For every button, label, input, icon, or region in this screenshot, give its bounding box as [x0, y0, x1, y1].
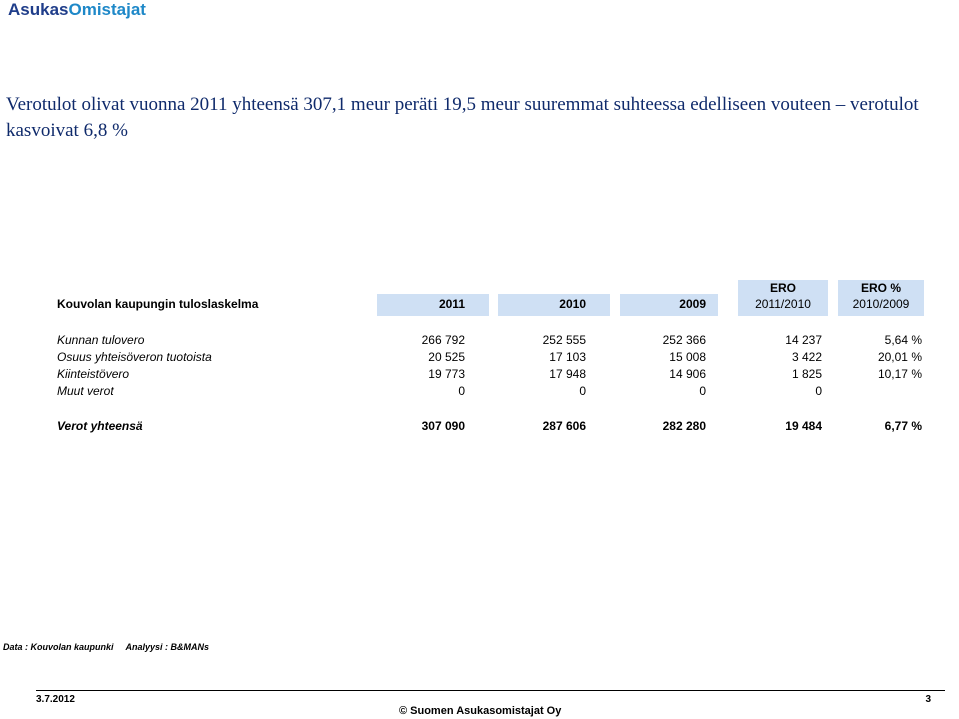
total-ero-pct: 6,77 %	[884, 419, 922, 433]
cell-2009: 14 906	[669, 367, 706, 381]
header-band-2011	[377, 294, 489, 316]
total-2010: 287 606	[542, 419, 586, 433]
cell-ero: 3 422	[791, 350, 822, 364]
footer-date: 3.7.2012	[36, 694, 75, 705]
cell-2011: 19 773	[428, 367, 465, 381]
row-label: Kiinteistövero	[57, 367, 130, 381]
total-2011: 307 090	[421, 419, 465, 433]
header-band-ero	[738, 280, 828, 316]
footer-divider	[36, 690, 945, 691]
cell-2011: 20 525	[428, 350, 465, 364]
source-data: Data : Kouvolan kaupunki	[3, 642, 114, 652]
header-band-2010	[498, 294, 610, 316]
row-label: Osuus yhteisöveron tuotoista	[57, 350, 212, 364]
cell-2011: 266 792	[421, 333, 465, 347]
column-header-2009: 2009	[679, 297, 706, 311]
source-analysis: Analyysi : B&MANs	[125, 642, 210, 652]
column-header-2010: 2010	[559, 297, 586, 311]
row-label: Muut verot	[57, 384, 114, 398]
page-number: 3	[925, 694, 931, 705]
column-subheader-ero-pct: 2010/2009	[852, 297, 910, 311]
table-label-header: Kouvolan kaupungin tuloslaskelma	[57, 297, 259, 311]
cell-2010: 0	[579, 384, 586, 398]
source-note: Data : Kouvolan kaupunki Analyysi : B&MAN…	[3, 642, 209, 652]
cell-2010: 252 555	[542, 333, 586, 347]
cell-2011: 0	[458, 384, 465, 398]
cell-ero: 0	[815, 384, 822, 398]
table-row: Osuus yhteisöveron tuotoista 20 525 17 1…	[0, 350, 959, 366]
footer-copyright: © Suomen Asukasomistajat Oy	[399, 705, 562, 717]
table-row: Kiinteistövero 19 773 17 948 14 906 1 82…	[0, 367, 959, 383]
column-header-ero: ERO	[769, 281, 796, 295]
cell-2010: 17 948	[549, 367, 586, 381]
table-row: Kunnan tulovero 266 792 252 555 252 366 …	[0, 333, 959, 349]
column-subheader-ero: 2011/2010	[755, 297, 811, 311]
cell-ero-pct: 20,01 %	[877, 350, 922, 364]
column-header-ero-pct: ERO %	[860, 281, 901, 295]
total-ero: 19 484	[785, 419, 822, 433]
total-label: Verot yhteensä	[57, 419, 143, 433]
column-header-2011: 2011	[438, 297, 465, 311]
cell-2009: 15 008	[669, 350, 706, 364]
header-band-ero-pct	[838, 280, 924, 316]
page-title: Verotulot olivat vuonna 2011 yhteensä 30…	[6, 94, 919, 141]
cell-2010: 17 103	[549, 350, 586, 364]
cell-2009: 0	[699, 384, 706, 398]
table-row: Muut verot 0 0 0 0	[0, 384, 959, 400]
total-2009: 282 280	[662, 419, 706, 433]
cell-2009: 252 366	[662, 333, 706, 347]
row-label: Kunnan tulovero	[57, 333, 145, 347]
cell-ero: 1 825	[791, 367, 822, 381]
logo-part-2: Omistajat	[68, 0, 146, 19]
brand-logo: AsukasOmistajat	[8, 0, 146, 20]
cell-ero: 14 237	[785, 333, 822, 347]
cell-ero-pct: 5,64 %	[884, 333, 922, 347]
logo-part-1: Asukas	[8, 0, 69, 19]
header-band-2009	[620, 294, 718, 316]
table-total-row: Verot yhteensä 307 090 287 606 282 280 1…	[0, 419, 959, 435]
cell-ero-pct: 10,17 %	[877, 367, 922, 381]
